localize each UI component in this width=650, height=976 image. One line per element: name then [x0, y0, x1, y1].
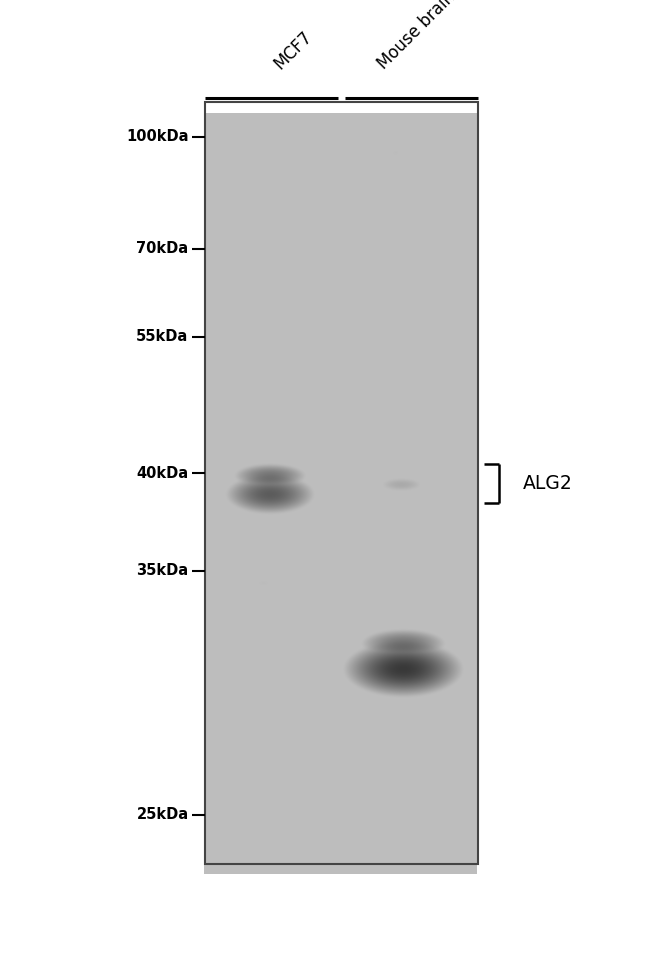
Text: 100kDa: 100kDa — [126, 129, 188, 144]
Text: ALG2: ALG2 — [523, 473, 573, 493]
Text: MCF7: MCF7 — [270, 28, 315, 73]
Text: Mouse brain: Mouse brain — [374, 0, 459, 73]
Text: 40kDa: 40kDa — [136, 466, 188, 481]
Text: 25kDa: 25kDa — [136, 807, 188, 823]
Text: 55kDa: 55kDa — [136, 329, 188, 345]
Text: 70kDa: 70kDa — [136, 241, 188, 257]
Bar — [205, 102, 478, 864]
Text: 35kDa: 35kDa — [136, 563, 188, 579]
